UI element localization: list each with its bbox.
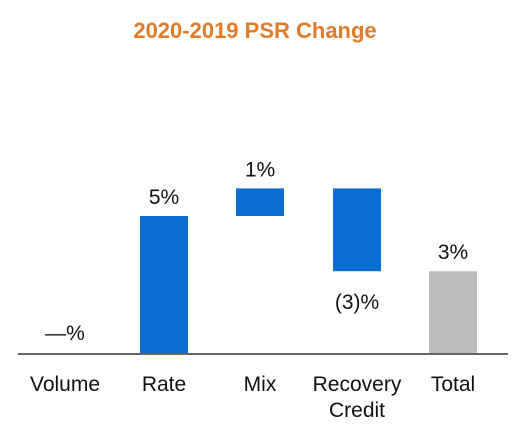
chart-title: 2020-2019 PSR Change	[133, 18, 376, 43]
category-label-rate: Rate	[142, 373, 186, 396]
bar-mix	[236, 188, 284, 216]
category-labels-group: Volume Rate Mix Recovery Credit Total	[30, 373, 475, 422]
category-label-credit: Credit	[329, 399, 385, 422]
data-label-mix: 1%	[245, 158, 275, 181]
bars-group	[140, 188, 477, 354]
category-label-recovery: Recovery	[313, 373, 402, 396]
bar-rate	[140, 216, 188, 354]
data-label-recovery-credit: (3)%	[335, 291, 379, 314]
category-label-total: Total	[431, 373, 475, 396]
data-label-volume: —%	[45, 322, 85, 345]
data-label-rate: 5%	[149, 186, 179, 209]
category-label-mix: Mix	[244, 373, 277, 396]
bar-recovery-credit	[333, 188, 381, 272]
bar-total	[429, 271, 477, 354]
category-label-volume: Volume	[30, 373, 100, 396]
data-label-total: 3%	[438, 241, 468, 264]
data-labels-group: —% 5% 1% (3)% 3%	[45, 158, 468, 345]
